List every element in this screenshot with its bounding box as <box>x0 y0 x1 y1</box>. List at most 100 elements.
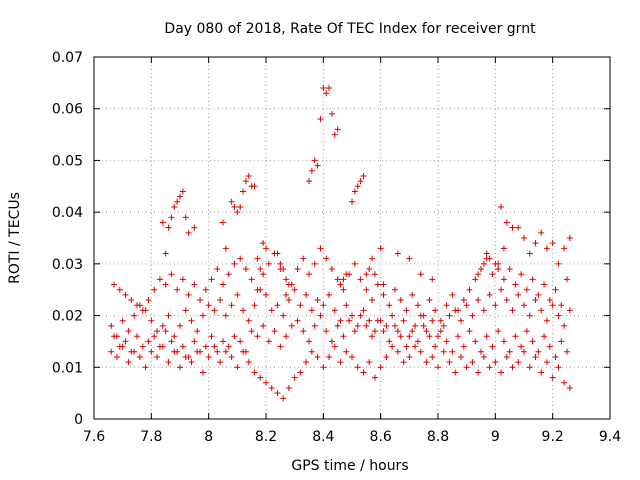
data-point <box>202 286 209 293</box>
data-point <box>211 307 218 314</box>
data-point <box>300 328 307 335</box>
data-point <box>446 312 453 319</box>
data-point <box>268 307 275 314</box>
data-point <box>237 203 244 210</box>
data-point <box>159 322 166 329</box>
data-point <box>541 281 548 288</box>
data-point <box>469 312 476 319</box>
x-tick-label: 9.2 <box>542 429 564 445</box>
data-point <box>263 379 269 386</box>
data-point <box>248 328 255 335</box>
data-point <box>139 343 146 350</box>
data-point <box>311 260 318 267</box>
data-point <box>116 343 123 350</box>
data-point <box>199 312 206 319</box>
data-point <box>156 343 163 350</box>
data-point <box>515 291 522 298</box>
data-point <box>314 162 321 169</box>
data-point <box>237 255 244 262</box>
data-point <box>257 266 264 273</box>
data-point <box>297 302 304 309</box>
data-point <box>457 317 464 324</box>
data-point <box>535 291 542 298</box>
data-point <box>518 343 525 350</box>
y-tick-label: 0.02 <box>52 309 83 325</box>
data-point <box>154 353 161 360</box>
data-point <box>260 271 267 278</box>
data-point <box>561 379 568 386</box>
data-point <box>443 302 450 309</box>
x-tick-label: 8.4 <box>312 429 334 445</box>
data-point <box>500 338 507 345</box>
data-point <box>437 317 444 324</box>
data-point <box>371 374 378 381</box>
data-point <box>506 266 513 273</box>
data-point <box>526 364 533 371</box>
data-point <box>111 281 118 288</box>
data-point <box>217 359 224 366</box>
data-point <box>369 297 376 304</box>
data-point <box>260 322 267 329</box>
data-point <box>374 281 381 288</box>
data-point <box>113 353 120 360</box>
data-point <box>498 286 505 293</box>
data-point <box>288 322 295 329</box>
data-point <box>349 353 355 360</box>
data-point <box>414 302 421 309</box>
data-point <box>168 214 175 221</box>
axis-ticks <box>93 56 611 420</box>
data-point <box>426 297 433 304</box>
data-point <box>320 85 327 92</box>
data-point <box>406 255 413 262</box>
data-point <box>340 276 347 283</box>
data-point <box>489 271 496 278</box>
x-tick-label: 7.8 <box>140 429 162 445</box>
data-point <box>323 90 330 97</box>
data-point <box>564 348 570 355</box>
data-point <box>337 281 344 288</box>
data-point <box>228 353 235 360</box>
data-point <box>268 384 275 391</box>
data-point <box>280 395 287 402</box>
x-tick-label: 8.2 <box>255 429 277 445</box>
data-point <box>211 343 218 350</box>
data-point <box>377 245 384 252</box>
data-point <box>274 390 281 397</box>
data-point <box>463 364 470 371</box>
data-point <box>277 260 284 267</box>
data-point <box>466 286 473 293</box>
data-point <box>546 343 553 350</box>
data-point <box>532 297 539 304</box>
tick-labels: 7.6 7.8 8 8.2 8.4 8.6 8.8 9 9.2 9.4 0 0.01 0.02 0.03 0… <box>52 50 621 445</box>
data-point <box>317 245 324 252</box>
data-point <box>303 291 310 298</box>
data-point <box>466 328 473 335</box>
data-point <box>566 307 573 314</box>
data-point <box>389 312 396 319</box>
data-point <box>440 348 447 355</box>
data-point <box>480 260 487 267</box>
data-point <box>159 219 166 226</box>
x-tick-label: 8.6 <box>370 429 392 445</box>
data-point <box>503 219 510 226</box>
data-point <box>265 260 272 267</box>
data-point <box>188 317 195 324</box>
data-point <box>523 286 530 293</box>
data-point <box>538 307 545 314</box>
data-point <box>397 297 404 304</box>
data-point <box>354 364 361 371</box>
data-point <box>498 369 505 376</box>
data-point <box>483 250 490 257</box>
data-point <box>475 271 482 278</box>
x-tick-label: 8 <box>204 429 213 445</box>
data-point <box>251 302 258 309</box>
data-point <box>326 85 333 92</box>
y-tick-label: 0.04 <box>52 205 83 221</box>
data-point <box>119 317 126 324</box>
data-point <box>168 338 175 345</box>
data-point <box>334 322 341 329</box>
data-point <box>435 364 441 371</box>
data-point <box>515 359 522 366</box>
data-point <box>214 266 221 273</box>
data-point <box>349 198 355 205</box>
